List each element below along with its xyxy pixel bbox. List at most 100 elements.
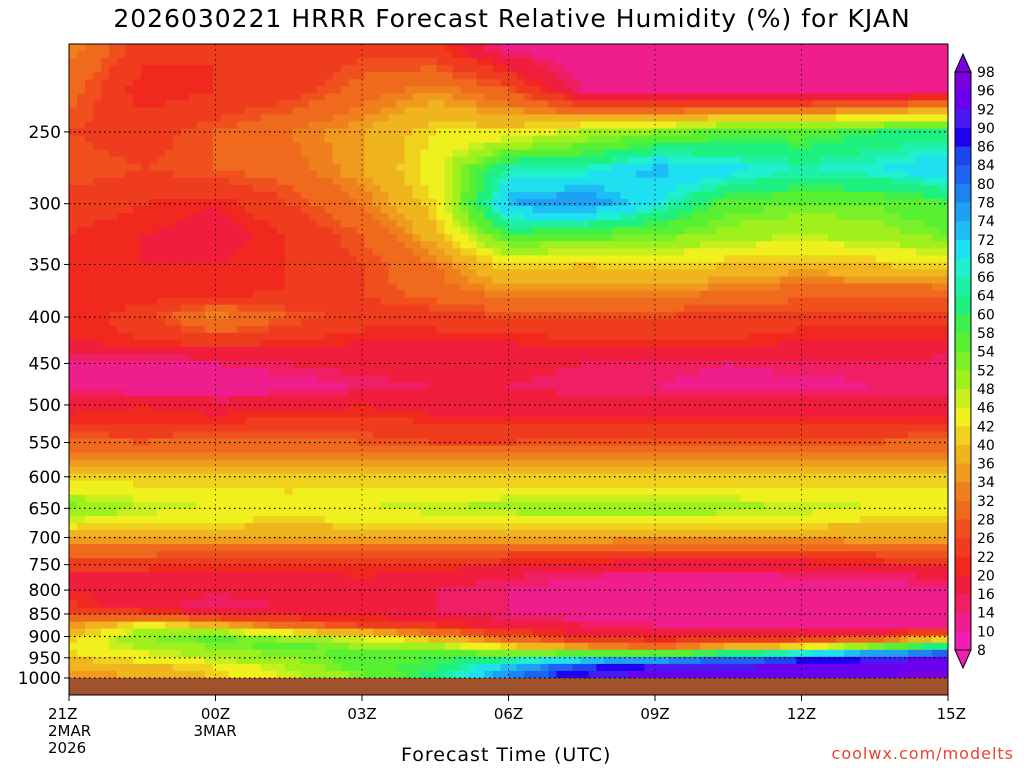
heat-cell	[140, 79, 150, 87]
heat-cell	[596, 107, 605, 116]
heat-cell	[532, 44, 542, 52]
heat-cell	[148, 318, 158, 327]
heat-cell	[828, 72, 837, 80]
heat-cell	[852, 269, 861, 278]
heat-cell	[324, 86, 334, 94]
heat-cell	[484, 318, 494, 327]
heat-cell	[788, 135, 797, 144]
heat-cell	[748, 163, 757, 172]
heat-cell	[668, 255, 677, 263]
heat-cell	[628, 276, 637, 285]
heat-cell	[484, 79, 494, 87]
heat-cell	[636, 65, 645, 73]
heat-cell	[116, 184, 126, 193]
heat-cell	[764, 184, 773, 193]
heat-cell	[876, 283, 885, 292]
heat-cell	[484, 184, 494, 193]
heat-cell	[220, 361, 230, 369]
heat-cell	[884, 311, 893, 320]
heat-cell	[436, 44, 446, 52]
heat-cell	[460, 170, 470, 179]
heat-cell	[284, 156, 294, 165]
heat-cell	[908, 170, 917, 179]
heat-cell	[148, 227, 158, 235]
heat-cell	[860, 339, 869, 348]
heat-cell	[908, 177, 917, 186]
heat-cell	[716, 65, 725, 73]
heat-cell	[308, 86, 318, 94]
heat-cell	[340, 332, 350, 341]
heat-cell	[364, 311, 374, 320]
heat-cell	[428, 262, 438, 271]
heat-cell	[204, 318, 214, 327]
heat-cell	[132, 191, 142, 200]
heat-cell	[428, 177, 438, 186]
heat-cell	[916, 191, 925, 200]
heat-cell	[788, 213, 797, 221]
heat-cell	[476, 163, 486, 172]
heat-cell	[876, 304, 885, 313]
heat-cell	[332, 121, 342, 130]
heat-cell	[932, 128, 941, 137]
heat-cell	[660, 58, 669, 66]
heat-cell	[348, 241, 358, 249]
heat-cell	[244, 191, 254, 200]
heat-cell	[348, 149, 358, 158]
heat-cell	[868, 65, 877, 73]
heat-cell	[516, 163, 526, 172]
heat-cell	[308, 149, 318, 158]
heat-cell	[556, 65, 566, 73]
heat-cell	[140, 191, 150, 200]
heat-cell	[388, 276, 398, 285]
heat-cell	[700, 65, 709, 73]
heat-cell	[188, 227, 198, 235]
heat-cell	[436, 93, 446, 101]
heat-cell	[76, 114, 86, 123]
heat-cell	[388, 234, 398, 242]
heat-cell	[908, 156, 917, 165]
heat-cell	[612, 346, 621, 355]
heat-cell	[324, 170, 334, 179]
heat-cell	[324, 283, 334, 292]
heat-cell	[732, 163, 741, 172]
heat-cell	[116, 234, 126, 242]
heat-cell	[284, 107, 294, 116]
heat-cell	[69, 290, 78, 299]
heat-cell	[676, 339, 685, 348]
heat-cell	[92, 220, 102, 228]
heat-cell	[764, 248, 773, 256]
heat-cell	[636, 346, 645, 355]
heat-cell	[212, 248, 222, 256]
heat-cell	[620, 114, 629, 123]
heat-cell	[308, 332, 318, 341]
heat-cell	[76, 142, 86, 151]
heat-cell	[692, 206, 701, 214]
heat-cell	[84, 163, 94, 172]
heat-cell	[820, 191, 829, 200]
heat-cell	[900, 163, 909, 172]
heat-cell	[468, 51, 478, 59]
heat-cell	[764, 213, 773, 221]
heat-cell	[420, 86, 430, 94]
heat-cell	[828, 100, 837, 108]
heat-cell	[348, 290, 358, 299]
heat-cell	[716, 135, 725, 144]
heat-cell	[780, 346, 789, 355]
heat-cell	[732, 142, 741, 151]
heat-cell	[148, 93, 158, 101]
heat-cell	[308, 198, 318, 207]
heat-cell	[884, 276, 893, 285]
heat-cell	[860, 114, 869, 123]
heat-cell	[780, 121, 789, 130]
heat-cell	[876, 220, 885, 228]
heat-cell	[420, 184, 430, 193]
heat-cell	[540, 332, 550, 341]
heat-cell	[156, 269, 166, 278]
heat-cell	[812, 332, 821, 341]
heat-cell	[708, 93, 717, 101]
heat-cell	[188, 135, 198, 144]
heat-cell	[692, 184, 701, 193]
heat-cell	[868, 170, 877, 179]
heat-cell	[900, 206, 909, 214]
heat-cell	[212, 51, 222, 59]
